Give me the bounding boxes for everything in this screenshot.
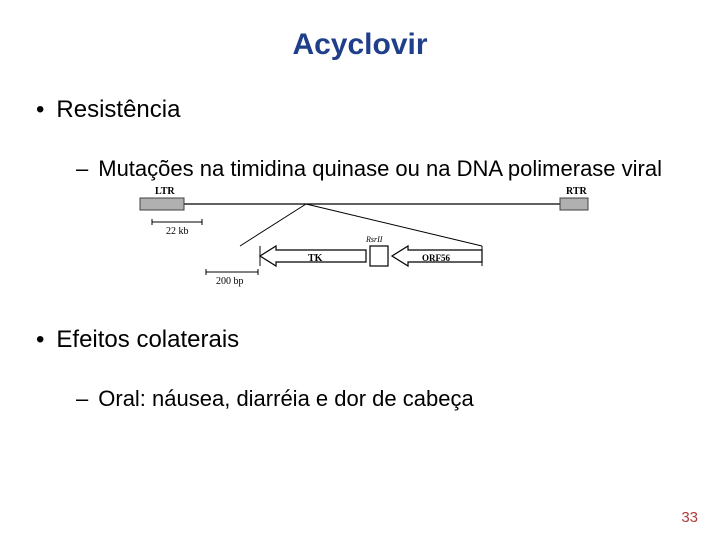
scale-22kb-label: 22 kb	[166, 226, 189, 237]
tk-label: TK	[308, 253, 323, 264]
rtr-box	[560, 198, 588, 210]
dash-icon: –	[76, 386, 88, 412]
bullet-dot-icon: •	[36, 96, 44, 124]
bullet-dot-icon: •	[36, 326, 44, 354]
slide: Acyclovir • Resistência – Mutações na ti…	[0, 0, 720, 540]
bullet-resistencia: • Resistência	[36, 96, 684, 124]
orf56-label: ORF56	[422, 253, 450, 263]
dash-icon: –	[76, 156, 88, 182]
ltr-label: LTR	[155, 186, 175, 197]
gene-diagram-container: LTR RTR 22 kb 200 bp TK RsrII	[36, 186, 684, 296]
gene-diagram: LTR RTR 22 kb 200 bp TK RsrII	[130, 186, 590, 296]
slide-title: Acyclovir	[36, 28, 684, 62]
subbullet-efeitos-text: Oral: náusea, diarréia e dor de cabeça	[98, 386, 684, 412]
rsrii-label: RsrII	[365, 235, 383, 244]
subbullet-efeitos: – Oral: náusea, diarréia e dor de cabeça	[76, 386, 684, 412]
subbullet-resistencia-text: Mutações na timidina quinase ou na DNA p…	[98, 156, 684, 182]
rsrii-box	[370, 246, 388, 266]
subbullet-resistencia: – Mutações na timidina quinase ou na DNA…	[76, 156, 684, 182]
lead-line-right	[306, 204, 482, 246]
scale-200bp-label: 200 bp	[216, 276, 244, 287]
ltr-box	[140, 198, 184, 210]
lead-line-left	[240, 204, 306, 246]
bullet-resistencia-label: Resistência	[56, 96, 180, 124]
bullet-efeitos: • Efeitos colaterais	[36, 326, 684, 354]
bullet-efeitos-label: Efeitos colaterais	[56, 326, 239, 354]
page-number: 33	[681, 509, 698, 526]
rtr-label: RTR	[566, 186, 588, 197]
